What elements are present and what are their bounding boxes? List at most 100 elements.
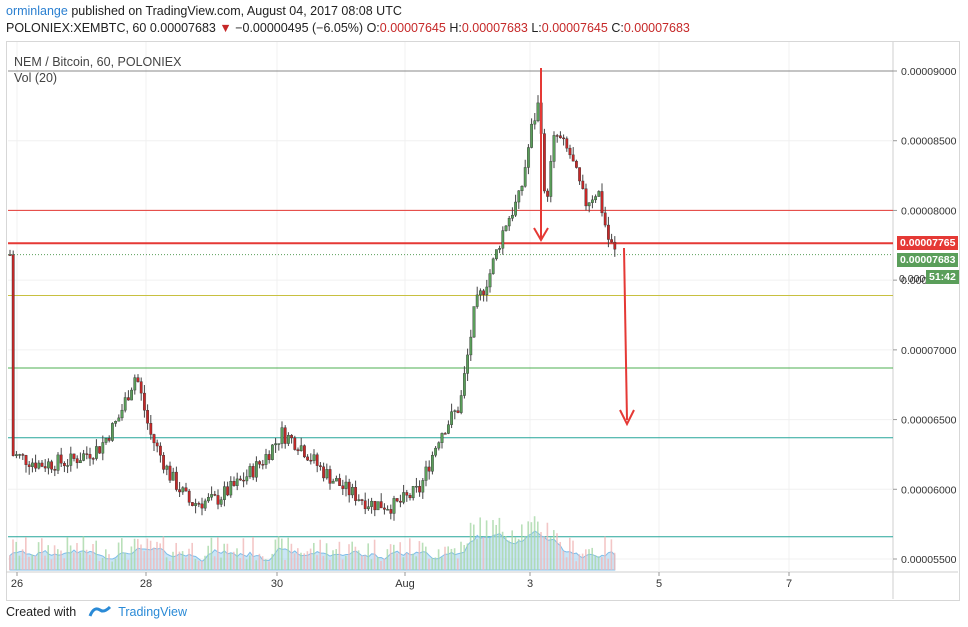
volume-bar bbox=[69, 545, 72, 570]
candle-body bbox=[216, 495, 220, 505]
candle-body bbox=[565, 138, 569, 149]
volume-bar bbox=[489, 538, 491, 570]
candle-body bbox=[85, 453, 89, 455]
volume-bar bbox=[220, 557, 222, 570]
y-tick-label: 0.00006000 bbox=[901, 484, 957, 496]
volume-bar bbox=[351, 541, 353, 570]
candle-body bbox=[520, 186, 524, 192]
volume-bar bbox=[287, 537, 289, 570]
candle-body bbox=[517, 190, 521, 203]
chart-frame[interactable] bbox=[6, 41, 960, 601]
volume-bar bbox=[274, 539, 277, 570]
author-link[interactable]: orminlange bbox=[6, 4, 68, 18]
candle-body bbox=[123, 397, 127, 411]
volume-bar bbox=[569, 537, 571, 570]
volume-bar bbox=[386, 549, 389, 570]
volume-bar bbox=[482, 537, 485, 570]
candle-body bbox=[27, 464, 31, 467]
volume-bar bbox=[345, 555, 347, 570]
candle-body bbox=[110, 423, 114, 441]
candle-body bbox=[530, 123, 534, 148]
tradingview-brand[interactable]: TradingView bbox=[118, 605, 187, 619]
volume-bar bbox=[335, 549, 337, 570]
candle-body bbox=[309, 459, 313, 462]
volume-bar bbox=[169, 561, 171, 570]
volume-bar bbox=[329, 559, 331, 570]
volume-bar bbox=[114, 558, 117, 570]
volume-bar bbox=[137, 538, 139, 570]
volume-bar bbox=[517, 538, 520, 570]
volume-bar bbox=[105, 549, 107, 570]
candle-body bbox=[152, 434, 156, 444]
candle-body bbox=[399, 500, 402, 503]
candle-body bbox=[559, 135, 562, 139]
candle-body bbox=[133, 377, 137, 391]
volume-bar bbox=[527, 521, 529, 570]
volume-bar bbox=[229, 553, 232, 570]
x-tick-label: 26 bbox=[11, 578, 23, 590]
y-tick-label: 0.00008500 bbox=[901, 136, 957, 148]
x-tick-label: 7 bbox=[786, 578, 792, 590]
volume-bar bbox=[505, 536, 507, 570]
volume-bar bbox=[469, 522, 472, 570]
candle-body bbox=[386, 509, 389, 511]
candle-body bbox=[165, 465, 169, 470]
candle-body bbox=[158, 445, 162, 456]
candle-body bbox=[373, 500, 377, 511]
candle-body bbox=[296, 449, 300, 452]
candle-body bbox=[18, 454, 21, 456]
volume-bar bbox=[354, 546, 357, 570]
down-arrow-icon: ▼ bbox=[219, 21, 232, 35]
volume-bar bbox=[533, 516, 536, 570]
candle-body bbox=[335, 478, 338, 482]
down-arrow-long bbox=[623, 247, 628, 421]
volume-bar bbox=[524, 535, 526, 570]
candle-body bbox=[245, 476, 249, 482]
candle-body bbox=[437, 442, 441, 449]
x-tick-label: 3 bbox=[527, 578, 533, 590]
volume-bar bbox=[485, 520, 488, 570]
volume-bar bbox=[594, 555, 597, 570]
candle-body bbox=[197, 503, 201, 505]
candle-body bbox=[219, 499, 223, 505]
volume-bar bbox=[277, 536, 280, 570]
volume-bar bbox=[447, 546, 449, 570]
candle-body bbox=[136, 377, 140, 382]
volume-bar bbox=[441, 557, 443, 570]
volume-bar bbox=[498, 517, 501, 570]
volume-bar bbox=[156, 541, 158, 570]
candle-body bbox=[242, 479, 245, 482]
volume-bar bbox=[261, 556, 264, 570]
candle-body bbox=[546, 190, 550, 197]
candle-body bbox=[11, 254, 15, 456]
candle-body bbox=[306, 456, 309, 461]
candle-body bbox=[114, 421, 118, 424]
open-value: 0.00007645 bbox=[379, 21, 446, 35]
candle-body bbox=[587, 202, 591, 207]
candle-body bbox=[514, 201, 518, 216]
candle-body bbox=[222, 486, 226, 500]
candle-body bbox=[277, 443, 281, 445]
candle-body bbox=[347, 481, 351, 496]
candle-body bbox=[431, 455, 434, 472]
volume-bar bbox=[89, 554, 91, 570]
candle-body bbox=[203, 500, 207, 509]
volume-bar bbox=[562, 550, 565, 570]
candle-body bbox=[248, 466, 252, 477]
candle-body bbox=[293, 437, 297, 450]
volume-bar bbox=[585, 549, 587, 570]
volume-bar bbox=[450, 548, 453, 570]
candle-body bbox=[184, 487, 188, 492]
volume-bar bbox=[159, 543, 161, 570]
candle-body bbox=[194, 503, 197, 506]
volume-bar bbox=[233, 551, 235, 570]
volume-bar bbox=[556, 533, 558, 570]
candle-body bbox=[562, 137, 566, 140]
candle-body bbox=[370, 500, 373, 507]
volume-bar bbox=[172, 551, 174, 570]
price-change: −0.00000495 (−6.05%) bbox=[235, 21, 364, 35]
volume-bar bbox=[210, 537, 213, 570]
candle-body bbox=[600, 191, 604, 214]
candle-body bbox=[303, 445, 306, 458]
